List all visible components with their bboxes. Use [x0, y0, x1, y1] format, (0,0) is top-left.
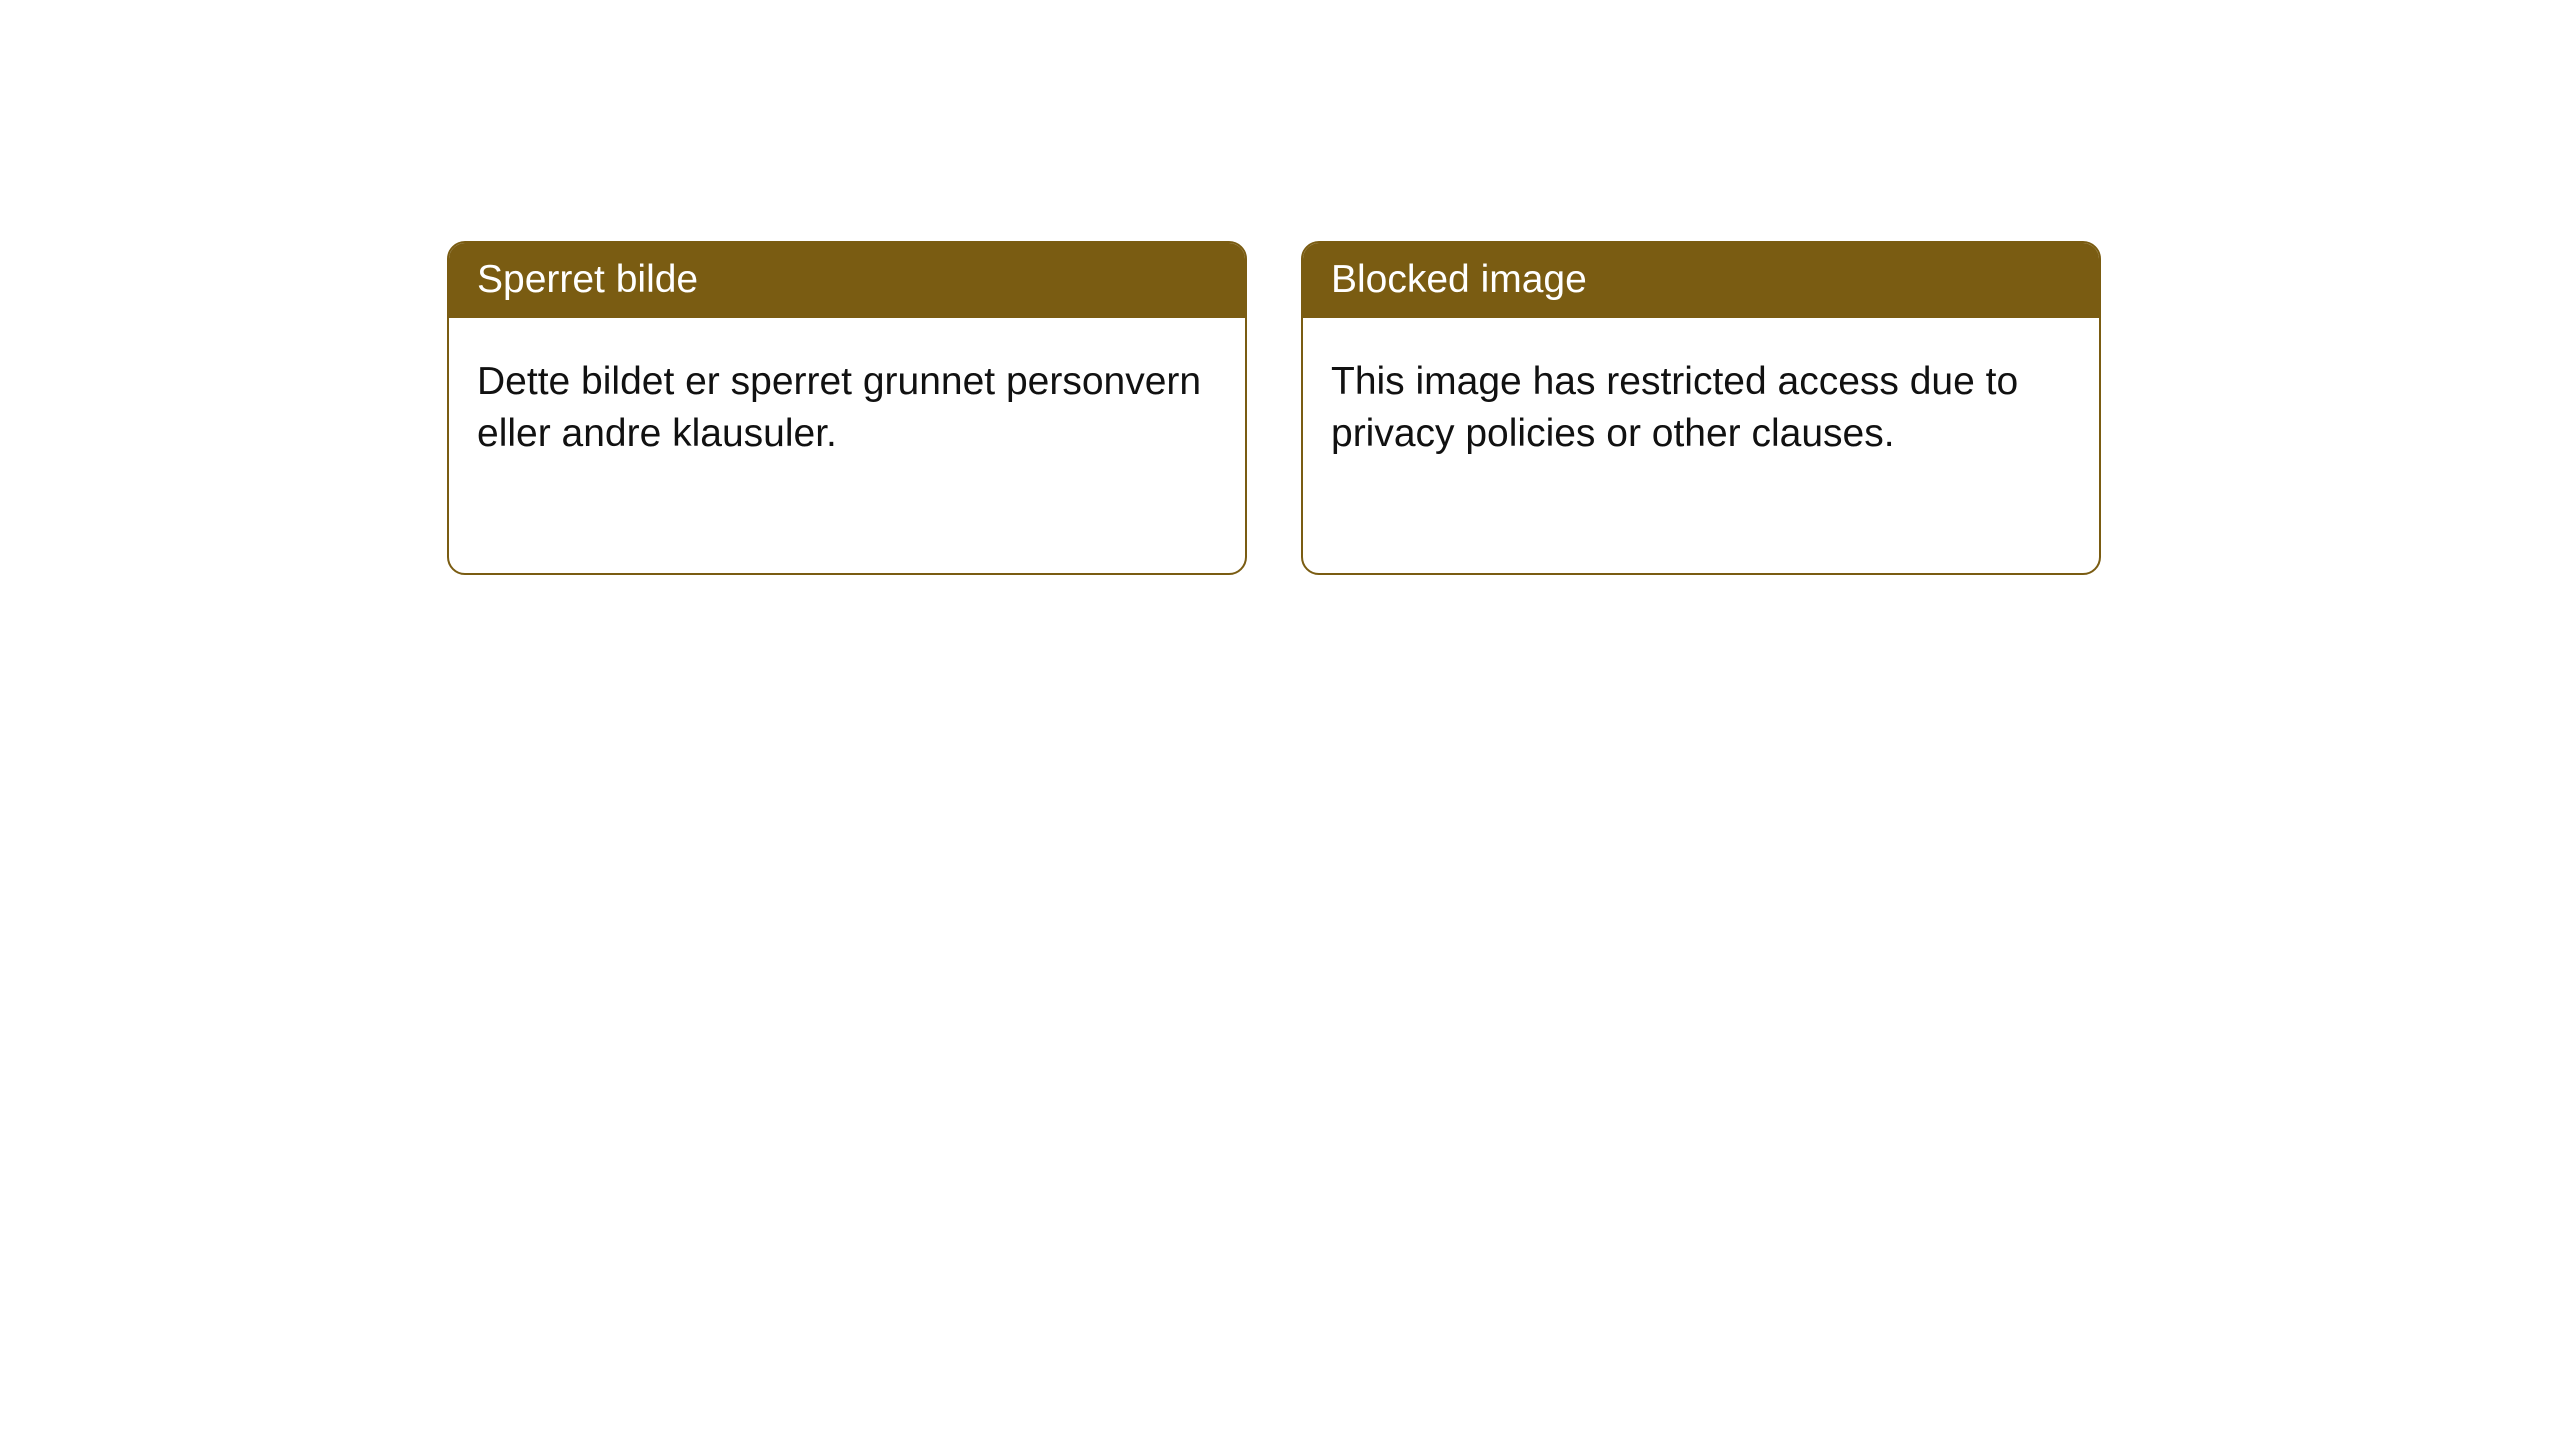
notice-container: Sperret bilde Dette bildet er sperret gr… — [0, 0, 2560, 575]
notice-title-english: Blocked image — [1303, 243, 2099, 318]
notice-body-english: This image has restricted access due to … — [1303, 318, 2099, 499]
notice-body-norwegian: Dette bildet er sperret grunnet personve… — [449, 318, 1245, 499]
notice-card-english: Blocked image This image has restricted … — [1301, 241, 2101, 575]
notice-title-norwegian: Sperret bilde — [449, 243, 1245, 318]
notice-card-norwegian: Sperret bilde Dette bildet er sperret gr… — [447, 241, 1247, 575]
